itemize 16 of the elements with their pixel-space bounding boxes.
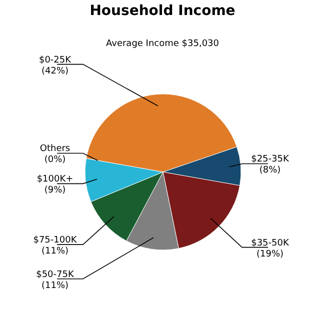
data-label: (8%) [259,166,281,176]
slice-label: $50-75K [36,270,75,280]
data-label: (11%) [41,280,69,291]
data-label: (42%) [41,66,69,76]
slice-label: $75-100K [33,236,78,246]
data-label: (11%) [41,246,69,257]
slice-label: $25-35K [251,154,290,165]
slice-label: $0-25K [38,55,72,66]
chart-subtitle: Average Income $35,030 [106,39,220,49]
text: (0%) [44,155,66,166]
data-label: (19%) [256,249,284,260]
chart-title: Household Income [90,3,236,19]
category-label: Others [40,144,70,154]
slice-label: $35-50K [251,238,290,248]
data-label: (9%) [44,186,66,196]
slice-label: $100K+ [36,174,74,185]
